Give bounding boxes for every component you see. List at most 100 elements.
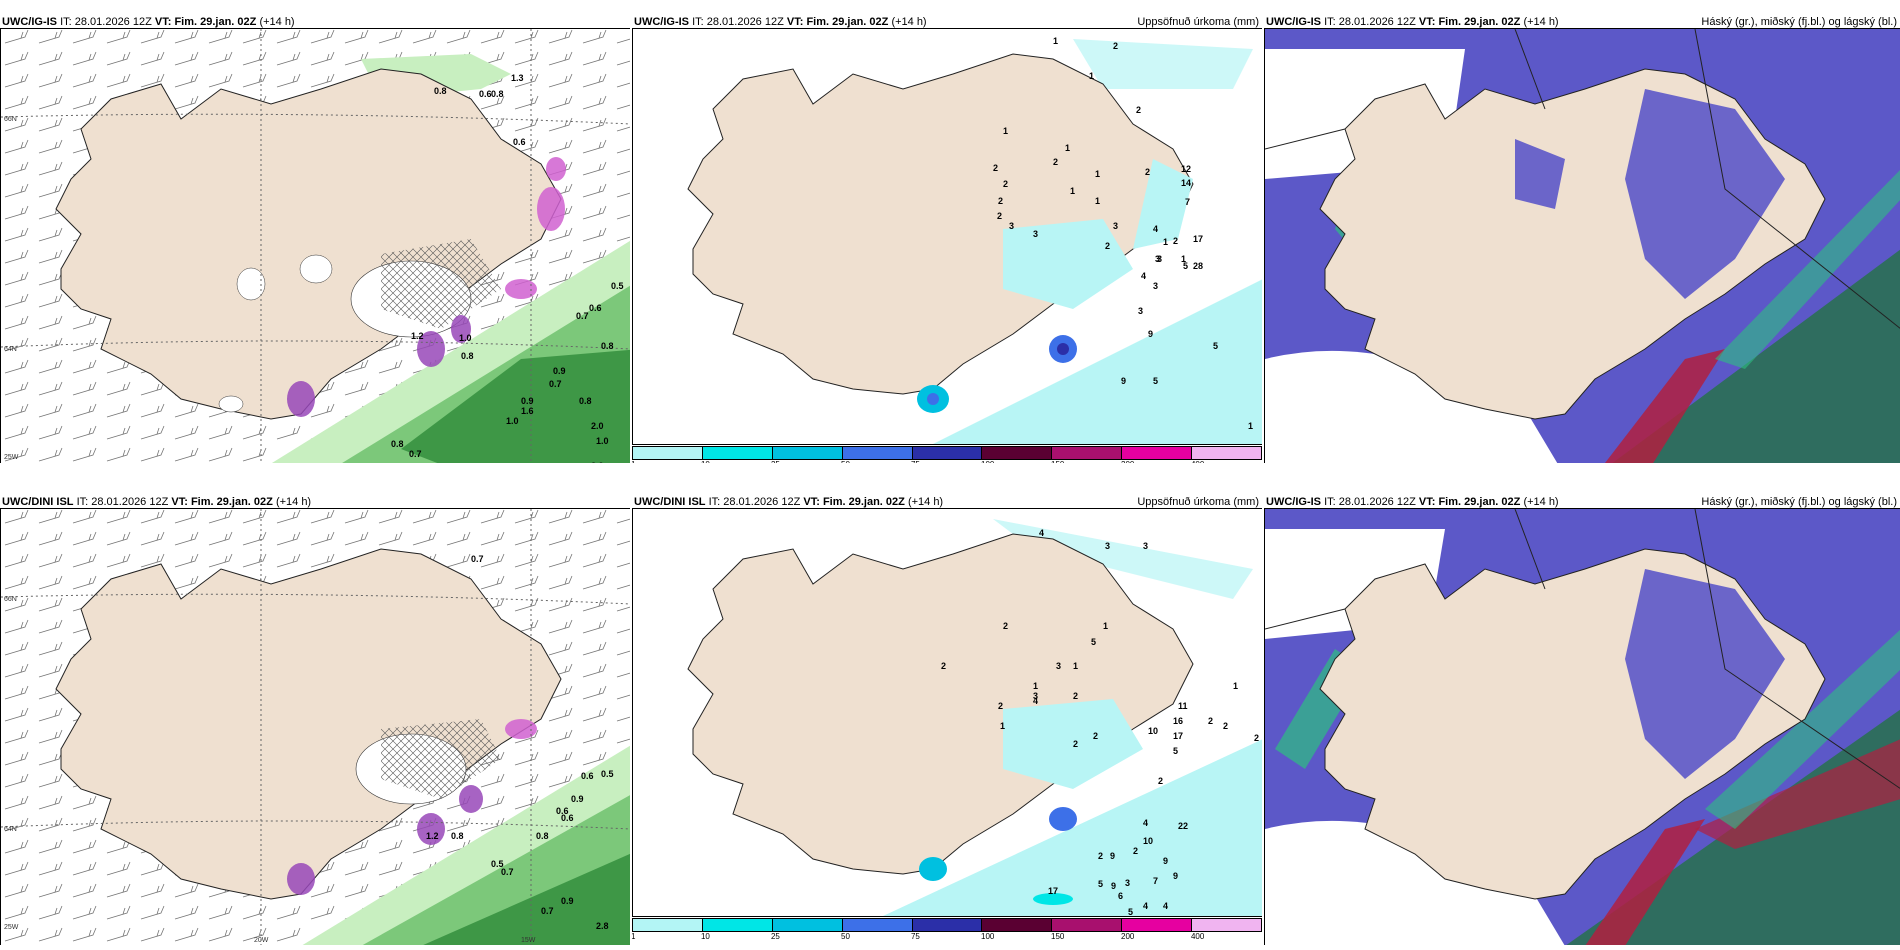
panel-wind-top: UWC/IG-IS IT: 28.01.2026 12Z VT: Fim. 29…	[0, 13, 630, 463]
value-label: 1	[1103, 621, 1108, 631]
value-label: 7	[1185, 197, 1190, 207]
value-label: 10	[1143, 836, 1153, 846]
value-label: 0.8	[391, 439, 404, 449]
value-label: 22	[1178, 821, 1188, 831]
value-label: 1.6	[521, 406, 534, 416]
value-label: 1	[1248, 421, 1253, 431]
model-name: UWC/IG-IS	[1266, 496, 1321, 508]
lon-15-label: 15W	[521, 937, 536, 944]
panel-title: Uppsöfnuð úrkoma (mm)	[1137, 496, 1259, 508]
lat-66-label: 66N	[4, 116, 17, 123]
panel-header: UWC/IG-IS IT: 28.01.2026 12Z VT: Fim. 29…	[1266, 16, 1559, 28]
value-label: 5	[1098, 879, 1103, 889]
vt-label: VT:	[1418, 496, 1436, 508]
colorbar-tick-label: 25	[770, 932, 780, 941]
value-label: 2	[1254, 733, 1259, 743]
map-frame[interactable]	[1264, 508, 1900, 945]
value-label: 3	[1125, 878, 1130, 888]
map-frame[interactable]	[1264, 28, 1900, 463]
value-label: 17	[1193, 234, 1203, 244]
value-label: 0.9	[561, 896, 574, 906]
lon-25-label: 25W	[4, 454, 19, 461]
value-label: 1	[1065, 143, 1070, 153]
precip-map-svg: 1 221122221213311322431121471712832455995…	[633, 29, 1262, 444]
value-label: 2	[1073, 739, 1078, 749]
value-label: 4	[1039, 528, 1044, 538]
colorbar-tick-label: 10	[701, 460, 710, 463]
value-label: 0.6	[561, 813, 574, 823]
value-label: 4	[1033, 696, 1038, 706]
lead-time: (+14 h)	[275, 496, 312, 508]
it-label: IT:	[1324, 496, 1336, 508]
value-label: 1	[1053, 36, 1058, 46]
value-label: 2	[1093, 731, 1098, 741]
panel-cloud-top: UWC/IG-IS IT: 28.01.2026 12Z VT: Fim. 29…	[1264, 13, 1900, 463]
value-label: 5	[1091, 637, 1096, 647]
vt-value: Fim. 29.jan. 02Z	[190, 496, 273, 508]
vt-label: VT:	[803, 496, 820, 508]
lat-64-label: 64N	[4, 826, 17, 833]
vt-label: VT:	[1418, 16, 1436, 28]
value-label: 1.0	[596, 436, 609, 446]
value-label: 3	[1157, 254, 1162, 264]
wind-value-labels: 0.70.50.90.60.80.60.50.60.70.90.72.80.81…	[426, 554, 614, 931]
colorbar-tick-label: 1	[632, 460, 635, 463]
iceland-landmass	[687, 533, 1194, 875]
colorbar-ticks: 1 10 25 50 75 100 150 200 400	[632, 460, 1262, 463]
colorbar-tick-label: 25	[771, 460, 780, 463]
value-label: 28	[1193, 261, 1203, 271]
value-label: 2.0	[591, 421, 604, 431]
colorbar-segment	[702, 447, 773, 459]
colorbar-tick-label: 10	[700, 932, 710, 941]
colorbar-segment	[633, 919, 703, 931]
value-label: 2	[1136, 105, 1141, 115]
value-label: 0.6	[479, 89, 492, 99]
value-label: 3	[1105, 541, 1110, 551]
colorbar-segment	[1052, 447, 1123, 459]
map-frame[interactable]: 66N 64N 25W 20W 15W 0.8 0.6 0.8 1.3 0.6 0.5 0.…	[0, 28, 630, 463]
value-label: 9	[1148, 329, 1153, 339]
model-name: UWC/DINI ISL	[634, 496, 706, 508]
value-label: 0.7	[576, 311, 589, 321]
value-label: 4	[1143, 901, 1148, 911]
value-label: 1.0	[459, 333, 472, 343]
value-label: 1	[1000, 721, 1005, 731]
value-label: 9	[1121, 376, 1126, 386]
value-label: 3	[1056, 661, 1061, 671]
value-label: 2	[1098, 851, 1103, 861]
map-frame[interactable]: 4 3 3 1 3 5 3 1 2 2 1 2 1 4 2 2 2 10 11 2 2 16 17 5 2 22 2 10 4 2 9 9 7 6…	[632, 508, 1262, 917]
value-label: 14	[1181, 178, 1191, 188]
value-label: 12	[1181, 164, 1191, 174]
colorbar-tick-label: 1	[632, 932, 636, 941]
value-label: 1	[1089, 71, 1094, 81]
lead-time: (+14 h)	[907, 496, 944, 508]
lead-time: (+14 h)	[891, 16, 927, 28]
vt-label: VT:	[171, 496, 188, 508]
value-label: 3	[1153, 281, 1158, 291]
value-label: 3	[1155, 254, 1160, 264]
colorbar-segment	[912, 447, 983, 459]
value-label: 1	[1095, 169, 1100, 179]
colorbar-tick-label: 50	[841, 932, 850, 941]
panel-precip-top: UWC/IG-IS IT: 28.01.2026 12Z VT: Fim. 29…	[632, 13, 1262, 463]
value-label: 0.8	[601, 341, 614, 351]
panel-header: UWC/IG-IS IT: 28.01.2026 12Z VT: Fim. 29…	[634, 16, 927, 28]
value-label: 1.2	[411, 331, 424, 341]
model-name: UWC/IG-IS	[634, 16, 689, 28]
vt-value: Fim. 29.jan. 02Z	[806, 16, 889, 28]
it-value: 28.01.2026 12Z	[723, 496, 801, 508]
value-label: 5	[1173, 746, 1178, 756]
value-label: 3	[1009, 221, 1014, 231]
value-label: 0.8	[579, 396, 592, 406]
colorbar-segment	[1192, 919, 1262, 931]
map-frame[interactable]: 66N 64N 25W 20W 15W 0.7 0.5 0.9 0.6 0.8 0.6 0.…	[0, 508, 630, 945]
snow-hatch	[381, 239, 501, 329]
value-label: 1.3	[511, 73, 524, 83]
value-label: 2	[1003, 179, 1008, 189]
map-frame[interactable]: 1 2 2 1 1 2 2 2 2 1 2 1 3 3 1 1 3 2 2 4 3 1 12 14 7 17 1 28 3 2 4 5 5 9 9 5…	[632, 28, 1262, 445]
value-label: 1	[1033, 681, 1038, 691]
value-label: 2	[993, 163, 998, 173]
cloud-map-svg	[1265, 509, 1900, 945]
panel-header: UWC/DINI ISL IT: 28.01.2026 12Z VT: Fim.…	[2, 496, 311, 508]
